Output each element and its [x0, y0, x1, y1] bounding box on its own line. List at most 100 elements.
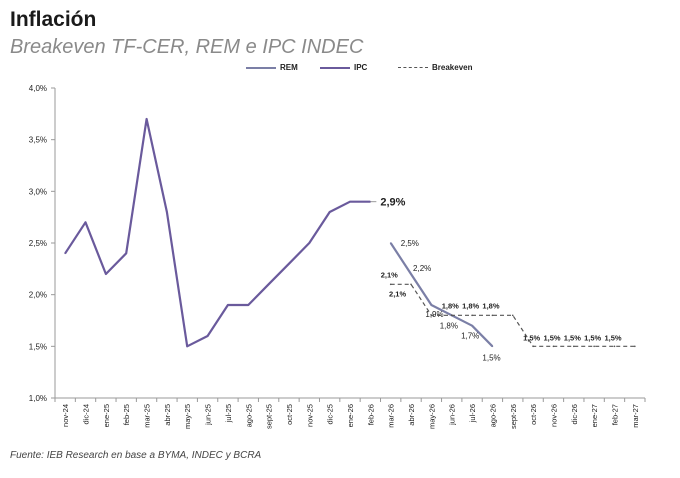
data-point-ipc [308, 242, 311, 244]
x-tick-label: jun-25 [204, 404, 213, 426]
x-tick-label: sept-25 [265, 404, 274, 429]
series-line-ipc [64, 117, 371, 348]
data-label-breakeven: 1,8% [462, 301, 479, 310]
x-tick-label: ago-25 [244, 404, 253, 427]
x-tick-label: feb-25 [122, 404, 131, 425]
data-point-breakeven [511, 314, 514, 317]
x-tick-label: jun-26 [448, 404, 457, 426]
x-tick-label: nov-25 [305, 404, 314, 427]
y-tick-label: 1,0% [29, 394, 47, 403]
data-label-rem: 2,2% [413, 264, 431, 273]
data-point-ipc [206, 335, 209, 337]
x-tick-label: nov-26 [549, 404, 558, 427]
data-point-breakeven [634, 345, 636, 348]
data-point-ipc [227, 304, 229, 306]
x-tick-label: mar-26 [387, 404, 396, 428]
legend-item-breakeven: Breakeven [398, 63, 472, 72]
data-label-breakeven: 1,5% [523, 333, 540, 342]
data-point-rem [430, 304, 433, 306]
x-tick-label: mar-25 [143, 404, 152, 428]
x-tick-label: jul-25 [224, 404, 233, 423]
data-label-breakeven: 1,5% [564, 333, 581, 342]
legend-label-rem: REM [280, 63, 298, 72]
x-tick-label: dic-26 [570, 404, 579, 424]
series-line-rem [389, 242, 494, 348]
x-tick-label: jul-26 [468, 404, 477, 423]
x-tick-label: sept-26 [509, 404, 518, 429]
y-tick-label: 3,5% [29, 136, 47, 145]
data-label-rem: 1,7% [461, 332, 479, 341]
data-point-ipc [84, 221, 87, 224]
x-tick-label: dic-24 [82, 404, 91, 424]
data-point-ipc [166, 211, 168, 213]
chart-subtitle: Breakeven TF-CER, REM e IPC INDEC [10, 36, 364, 58]
x-tick-label: dic-25 [326, 404, 335, 424]
x-tick-label: abr-26 [407, 404, 416, 426]
source-note: Fuente: IEB Research en base a BYMA, IND… [10, 450, 262, 461]
data-point-ipc [328, 211, 331, 213]
data-point-breakeven [471, 314, 473, 317]
legend-item-rem: REM [246, 63, 298, 72]
data-point-ipc [349, 200, 351, 203]
data-point-breakeven [450, 314, 453, 317]
x-tick-label: may-25 [183, 404, 192, 429]
y-tick-label: 1,5% [29, 342, 47, 351]
x-tick-label: feb-27 [610, 404, 619, 425]
y-tick-label: 2,5% [29, 239, 47, 248]
data-label-breakeven: 1,5% [604, 333, 621, 342]
data-point-breakeven [613, 345, 616, 348]
data-label-rem: 1,8% [440, 321, 458, 330]
x-tick-label: may-26 [427, 404, 436, 429]
data-point-breakeven [532, 345, 534, 348]
data-point-breakeven [410, 283, 412, 286]
x-tick-label: abr-25 [163, 404, 172, 426]
chart-legend: REM IPC Breakeven [0, 63, 680, 77]
data-point-breakeven [491, 314, 494, 317]
data-point-rem [389, 242, 392, 244]
data-point-rem [471, 324, 473, 327]
y-tick-label: 3,0% [29, 187, 47, 196]
legend-swatch-rem [246, 66, 276, 69]
chart-title: Inflación [10, 8, 97, 31]
x-tick-label: ene-25 [102, 404, 111, 427]
data-point-ipc [125, 252, 128, 255]
data-label-ipc: 2,9% [380, 197, 405, 209]
data-point-ipc [105, 273, 107, 275]
data-point-ipc [186, 345, 189, 348]
data-point-rem [410, 273, 412, 275]
legend-swatch-breakeven [398, 67, 428, 68]
x-tick-label: ene-27 [590, 404, 599, 427]
data-point-breakeven [572, 345, 575, 348]
data-point-breakeven [552, 345, 555, 348]
data-label-breakeven: 1,8% [482, 301, 499, 310]
data-label-rem: 1,9% [425, 310, 443, 319]
legend-label-breakeven: Breakeven [432, 63, 473, 72]
data-point-rem [491, 345, 494, 348]
x-tick-label: mar-27 [631, 404, 640, 428]
data-point-breakeven [430, 314, 433, 317]
data-label-breakeven: 2,1% [389, 289, 406, 298]
data-label-breakeven: 1,5% [584, 333, 601, 342]
x-tick-label: feb-26 [366, 404, 375, 425]
data-point-ipc [288, 262, 290, 265]
legend-item-ipc: IPC [320, 63, 367, 72]
y-tick-label: 2,0% [29, 291, 47, 300]
y-tick-label: 4,0% [29, 84, 47, 93]
data-point-breakeven [593, 345, 595, 348]
legend-swatch-ipc [320, 66, 350, 69]
data-label-breakeven: 1,5% [543, 333, 560, 342]
data-label-breakeven: 1,8% [442, 301, 459, 310]
data-label-rem: 2,5% [401, 239, 419, 248]
data-point-ipc [267, 283, 270, 286]
data-point-ipc [64, 252, 66, 255]
x-tick-label: nov-24 [61, 404, 70, 427]
data-point-breakeven [389, 283, 392, 286]
data-label-rem: 1,5% [482, 353, 500, 362]
x-tick-label: ago-26 [488, 404, 497, 427]
data-point-ipc [145, 118, 148, 120]
legend-label-ipc: IPC [354, 63, 368, 72]
data-label-breakeven: 2,1% [381, 270, 398, 279]
x-tick-label: oct-26 [529, 404, 538, 425]
data-point-ipc [247, 304, 250, 306]
